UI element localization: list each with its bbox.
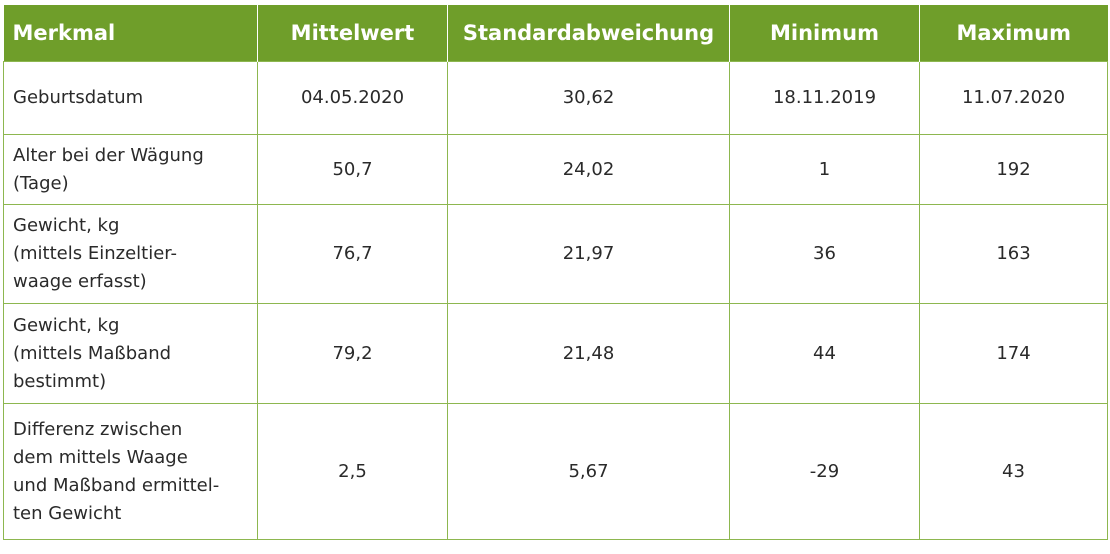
- cell-mean: 04.05.2020: [257, 61, 448, 135]
- cell-sd: 24,02: [447, 134, 730, 205]
- table-header-row: Merkmal Mittelwert Standardabweichung Mi…: [3, 5, 1108, 62]
- row-label-line: (Tage): [13, 172, 69, 194]
- row-label-line: (mittels Maßband: [13, 342, 172, 364]
- row-label-line: Geburtsdatum: [13, 87, 144, 108]
- cell-mean: 2,5: [257, 403, 448, 540]
- header-standardabweichung: Standardabweichung: [447, 5, 730, 62]
- row-label: Geburtsdatum: [3, 61, 258, 135]
- cell-min: 1: [729, 134, 920, 205]
- cell-min: 36: [729, 204, 920, 304]
- cell-max: 11.07.2020: [919, 61, 1108, 135]
- row-label: Alter bei der Wägung (Tage): [3, 134, 258, 205]
- row-label-line: und Maßband ermittel-: [13, 474, 220, 496]
- row-label-line: Gewicht, kg: [13, 215, 120, 236]
- cell-sd: 30,62: [447, 61, 730, 135]
- header-merkmal: Merkmal: [3, 5, 258, 62]
- table-row: Differenz zwischen dem mittels Waage und…: [3, 403, 1108, 540]
- cell-max: 163: [919, 204, 1108, 304]
- cell-min: 18.11.2019: [729, 61, 920, 135]
- row-label-line: bestimmt): [13, 370, 107, 392]
- row-label: Differenz zwischen dem mittels Waage und…: [3, 403, 258, 540]
- table-row: Geburtsdatum 04.05.2020 30,62 18.11.2019…: [3, 61, 1108, 135]
- cell-mean: 76,7: [257, 204, 448, 304]
- row-label-line: Differenz zwischen: [13, 418, 183, 440]
- cell-max: 43: [919, 403, 1108, 540]
- cell-mean: 79,2: [257, 303, 448, 404]
- cell-min: 44: [729, 303, 920, 404]
- table-row: Gewicht, kg (mittels Einzeltier- waage e…: [3, 204, 1108, 304]
- cell-sd: 5,67: [447, 403, 730, 540]
- cell-sd: 21,48: [447, 303, 730, 404]
- row-label-line: Gewicht, kg: [13, 314, 120, 336]
- cell-sd: 21,97: [447, 204, 730, 304]
- table-row: Alter bei der Wägung (Tage) 50,7 24,02 1…: [3, 134, 1108, 205]
- row-label-line: (mittels Einzeltier-: [13, 243, 178, 264]
- row-label-line: waage erfasst): [13, 271, 147, 292]
- cell-max: 192: [919, 134, 1108, 205]
- row-label-line: ten Gewicht: [13, 502, 122, 524]
- row-label-line: Alter bei der Wägung: [13, 144, 204, 166]
- cell-max: 174: [919, 303, 1108, 404]
- header-mittelwert: Mittelwert: [257, 5, 448, 62]
- header-minimum: Minimum: [729, 5, 920, 62]
- header-maximum: Maximum: [919, 5, 1108, 62]
- row-label: Gewicht, kg (mittels Maßband bestimmt): [3, 303, 258, 404]
- row-label: Gewicht, kg (mittels Einzeltier- waage e…: [3, 204, 258, 304]
- table-row: Gewicht, kg (mittels Maßband bestimmt) 7…: [3, 303, 1108, 404]
- cell-mean: 50,7: [257, 134, 448, 205]
- cell-min: -29: [729, 403, 920, 540]
- row-label-line: dem mittels Waage: [13, 446, 188, 468]
- statistics-table: Merkmal Mittelwert Standardabweichung Mi…: [3, 5, 1108, 540]
